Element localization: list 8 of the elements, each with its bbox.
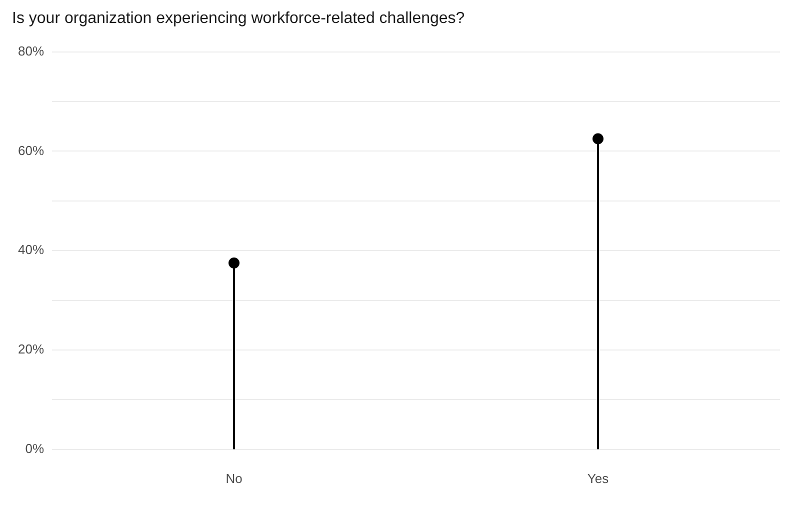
x-tick-label: Yes	[587, 470, 610, 486]
y-tick-label: 20%	[18, 342, 44, 357]
y-tick-label: 60%	[18, 142, 44, 158]
chart-title: Is your organization experiencing workforce-related challenges?	[12, 10, 465, 28]
x-tick-label: No	[226, 470, 242, 486]
y-tick-label: 0%	[25, 440, 44, 456]
y-tick-label: 40%	[18, 242, 44, 258]
y-tick-label: 80%	[18, 43, 44, 58]
